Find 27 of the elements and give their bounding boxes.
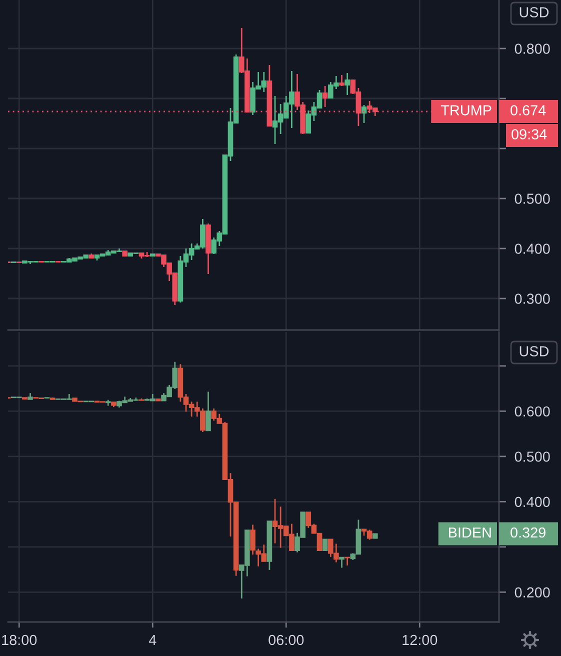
candlestick (206, 391, 211, 432)
y-tick-label: 0.300 (514, 294, 550, 304)
y-tick-label: 0.200 (514, 587, 550, 598)
y-tick-label: 0.600 (514, 406, 550, 417)
y-tick-label: 0.500 (514, 452, 550, 462)
candlestick (344, 72, 350, 96)
y-tick-label: 0.500 (514, 194, 550, 204)
x-tick-label: 12:00 (402, 634, 438, 646)
y-tick-label: 0.800 (514, 44, 550, 54)
candlestick (339, 74, 344, 87)
candlestick (322, 85, 328, 108)
text: 09:34 (512, 129, 547, 140)
y-axis-title: USD (520, 346, 549, 356)
x-tick-label: 4 (148, 635, 156, 645)
y-axis-title: USD (520, 7, 549, 18)
ref-line-label: 0.674 (510, 105, 546, 116)
candlestick (250, 524, 256, 556)
x-tick-label: 18:00 (2, 634, 37, 646)
text: 0.329 (510, 527, 546, 538)
candlestick (339, 556, 344, 568)
candlestick (322, 538, 328, 552)
y-tick-label: 0.400 (514, 244, 550, 254)
x-tick-label: 06:00 (268, 634, 304, 646)
text: TRUMP (440, 105, 492, 116)
y-tick-label: 0.400 (514, 496, 550, 508)
candlestick (361, 104, 367, 124)
legend-label: BIDEN (449, 528, 491, 538)
